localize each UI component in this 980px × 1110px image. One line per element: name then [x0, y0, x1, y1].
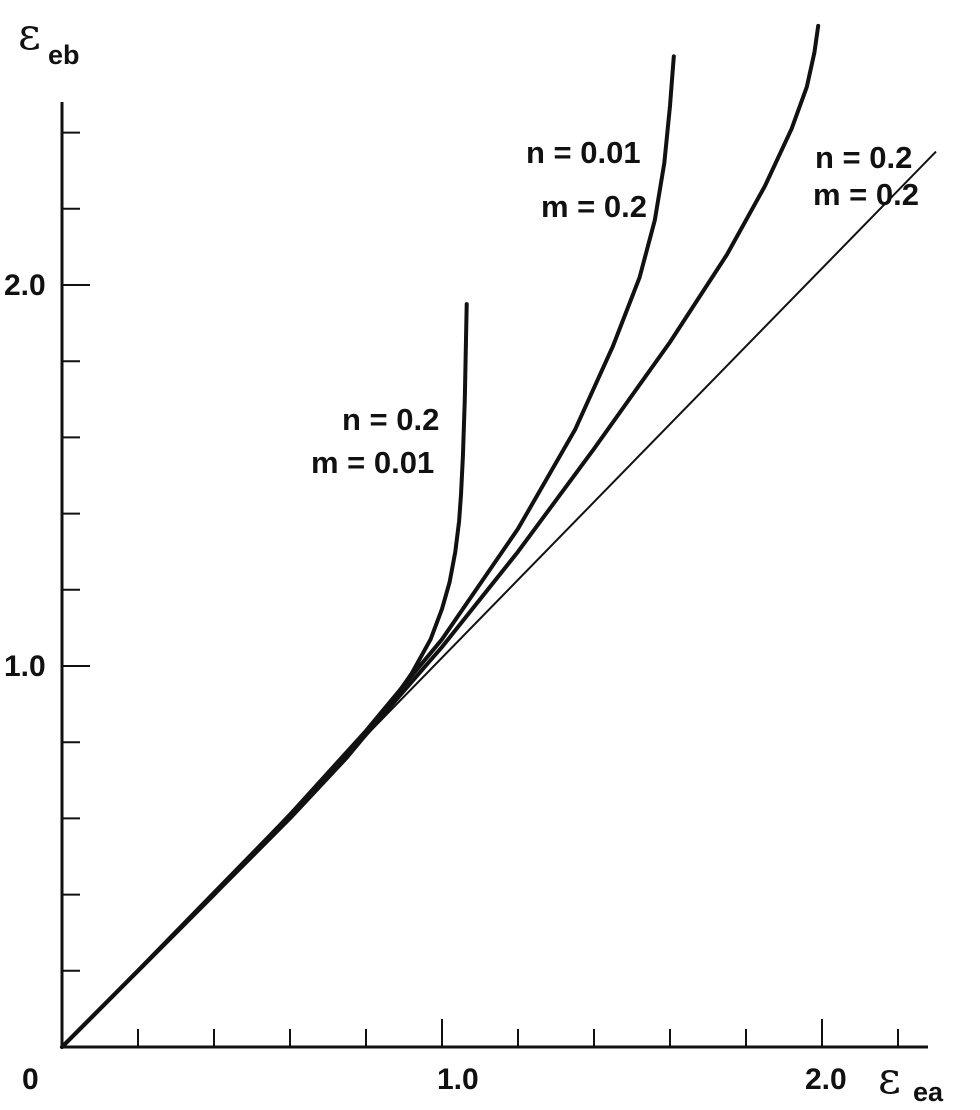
curve-2-annotation-line-2: m = 0.2: [541, 189, 647, 224]
x-axis-title: ε ea: [878, 1053, 944, 1107]
curve-1-annotation-line-1: n = 0.2: [342, 402, 439, 437]
curve-3: [60, 23, 821, 1049]
labels-layer: ε ebε ean = 0.2m = 0.01n = 0.01m = 0.2n = …: [18, 9, 944, 1107]
x-tick-label: 1.0: [437, 1063, 479, 1096]
y-tick-label: 1.0: [4, 650, 46, 683]
reference-diagonal-line: [61, 150, 937, 1048]
y-axis-title-symbol: ε: [18, 9, 41, 60]
x-tick-label: 2.0: [805, 1063, 847, 1096]
y-tick-label: 2.0: [4, 269, 46, 302]
curve-1-annotation-line-2: m = 0.01: [311, 445, 434, 480]
axes-layer: 0 1.0 2.0 1.0 2.0: [4, 102, 928, 1096]
x-tick-label: 0: [22, 1063, 39, 1096]
x-axis-title-subscript: ea: [913, 1077, 944, 1107]
curve-2-annotation-line-1: n = 0.01: [526, 135, 641, 170]
y-axis-title: ε eb: [18, 9, 80, 70]
curve-3-annotation-line-1: n = 0.2: [815, 140, 912, 175]
curve-3-annotation-line-2: m = 0.2: [813, 177, 919, 212]
series-layer: [60, 23, 937, 1049]
x-axis-title-symbol: ε: [878, 1053, 901, 1104]
y-axis-title-subscript: eb: [48, 40, 80, 70]
